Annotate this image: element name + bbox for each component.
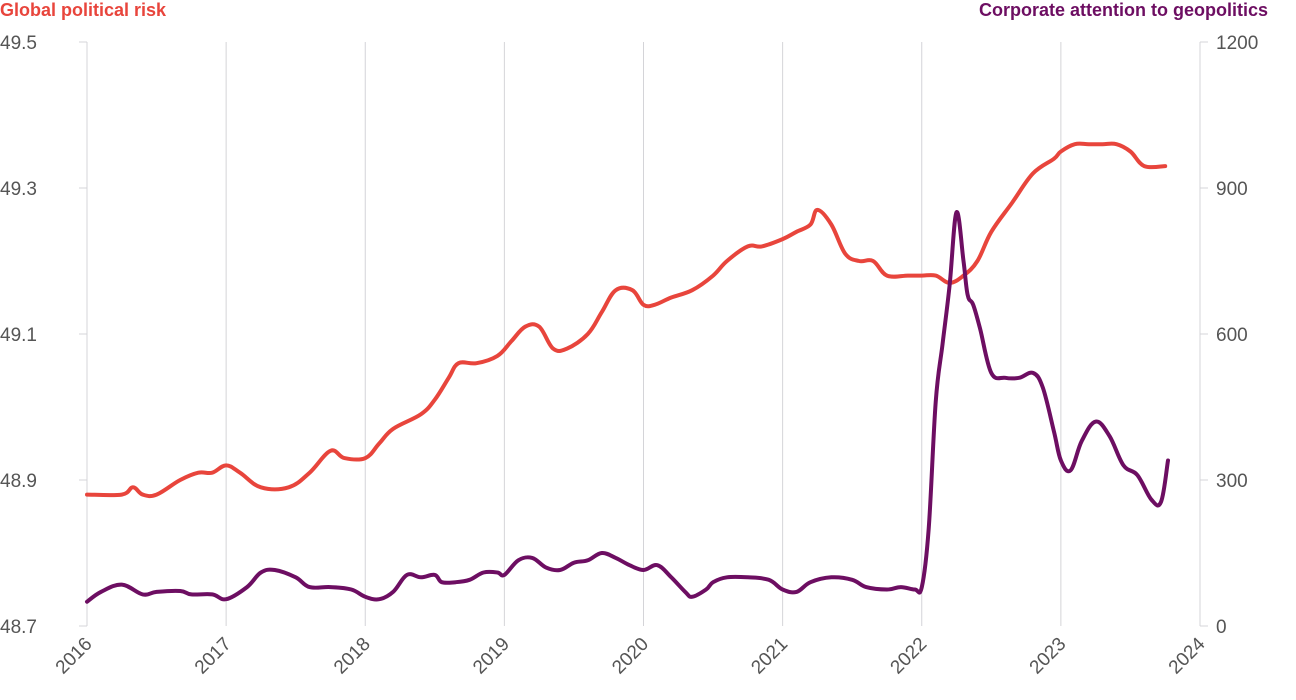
left-y-tick-label: 48.9 [0,471,37,492]
series-lines [85,141,1170,604]
x-tick-label-2023: 2023 [1026,634,1071,679]
x-tick-label-2022: 2022 [887,634,932,679]
right-y-tick-label: 900 [1216,179,1248,200]
right-y-tick-label: 1200 [1216,33,1258,54]
left-y-tick-label: 49.3 [0,179,37,200]
x-tick-label-2017: 2017 [191,634,236,679]
right-y-tick-label: 0 [1216,617,1227,638]
x-tick-label-2020: 2020 [608,634,653,679]
right-y-tick-label: 600 [1216,325,1248,346]
x-axis: 2016 2017 2018 2019 2020 2021 2022 2023 2024 [52,633,1210,678]
x-tick-label-2024: 2024 [1165,633,1210,678]
left-y-axis: 48.7 48.9 49.1 49.3 49.5 [0,33,87,638]
x-tick-label-2021: 2021 [747,634,792,679]
right-y-tick-label: 300 [1216,471,1248,492]
left-y-tick-label: 49.1 [0,325,37,346]
x-tick-label-2018: 2018 [330,634,375,679]
left-y-tick-label: 48.7 [0,617,37,638]
left-y-tick-label: 49.5 [0,33,37,54]
x-tick-label-2019: 2019 [469,634,514,679]
x-tick-label-2016: 2016 [52,634,97,679]
gridlines [86,42,1201,626]
corporate-attention-line [85,210,1170,604]
right-y-axis: 0 300 600 900 1200 [1200,33,1258,638]
right-axis-series-title: Corporate attention to geopolitics [978,0,1268,20]
global-political-risk-line [85,141,1168,499]
left-axis-series-title: Global political risk [0,0,167,20]
